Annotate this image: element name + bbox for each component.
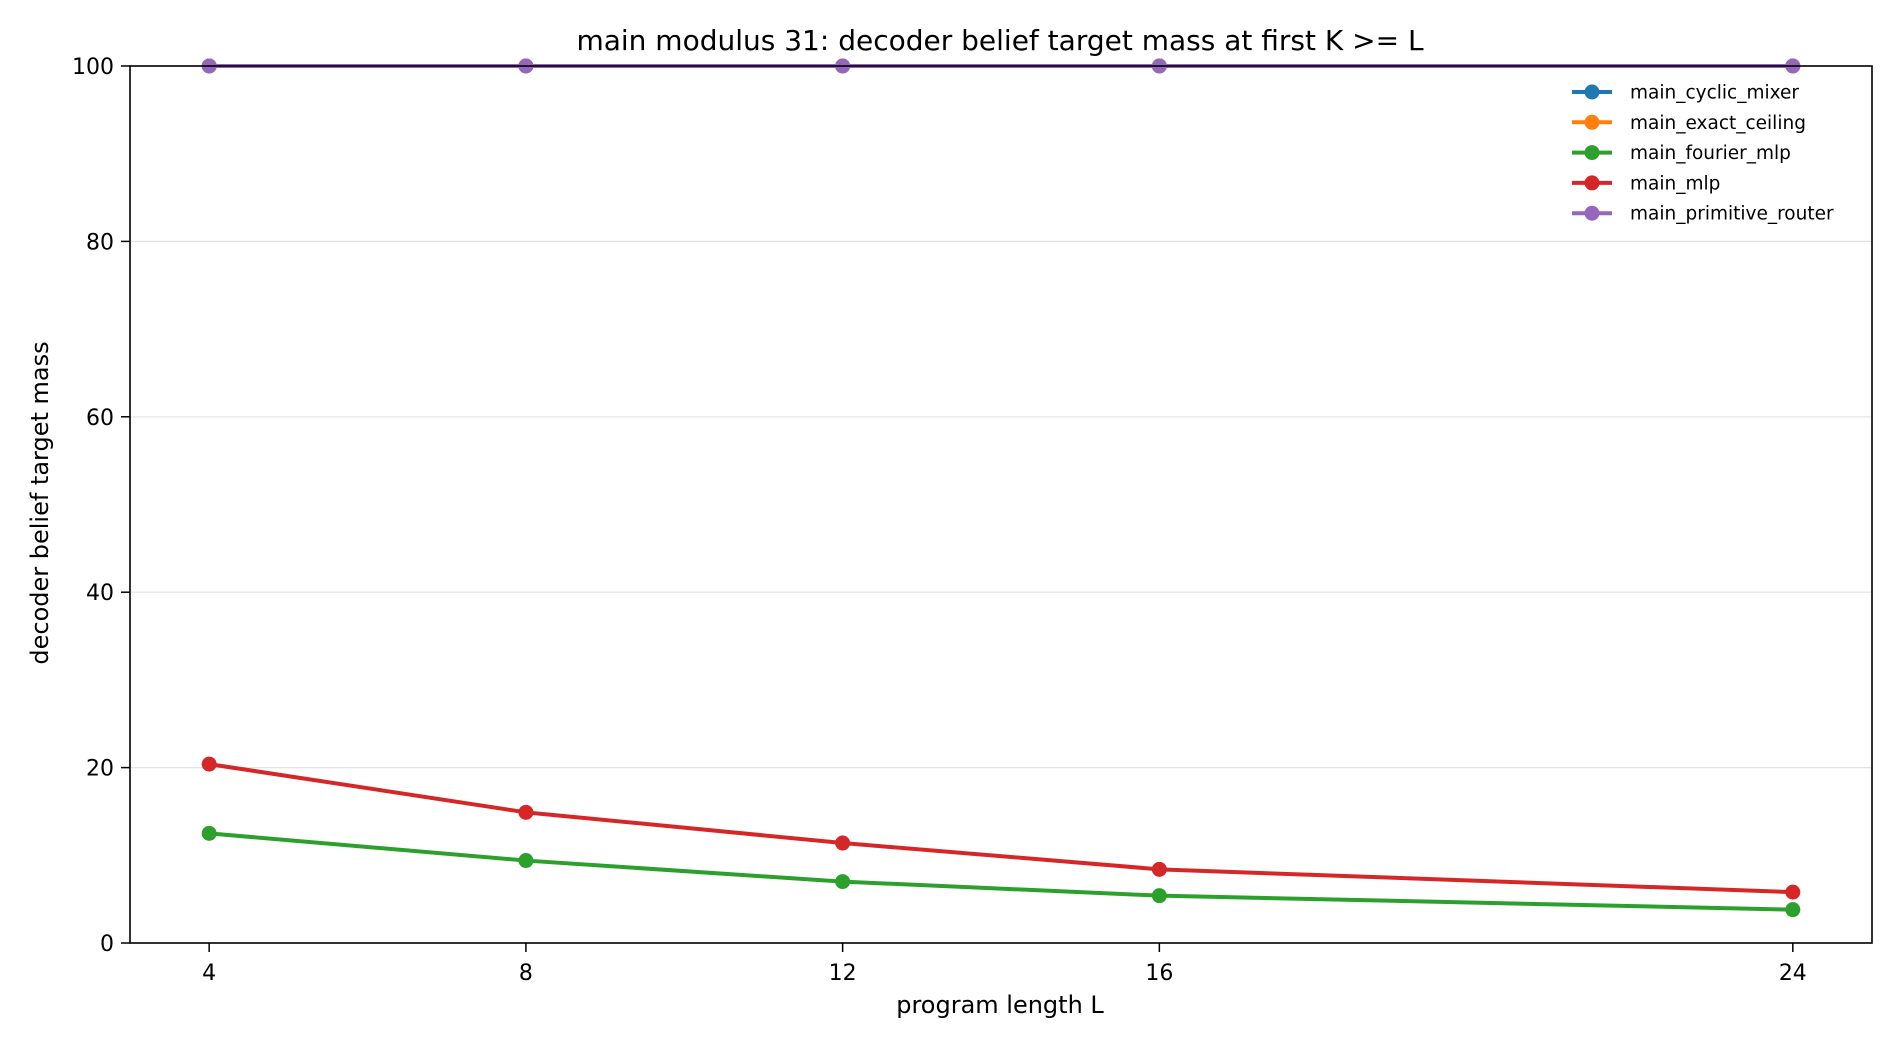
y-tick-label: 20: [86, 757, 114, 782]
plot-area-frame: [129, 65, 1873, 944]
y-tick-label: 60: [86, 406, 114, 431]
x-tick-label: 8: [519, 961, 533, 986]
data-point: [201, 825, 217, 841]
y-tick-label: 80: [86, 230, 114, 255]
legend-marker: [1584, 175, 1600, 191]
data-point: [201, 756, 217, 772]
legend-label: main_fourier_mlp: [1630, 143, 1791, 164]
legend-label: main_exact_ceiling: [1630, 113, 1806, 134]
series-main_mlp: [201, 756, 1801, 900]
data-point: [1785, 884, 1801, 900]
legend-item: main_primitive_router: [1572, 204, 1834, 225]
y-tick-label: 40: [86, 581, 114, 606]
legend-item: main_cyclic_mixer: [1572, 83, 1799, 104]
x-tick-label: 24: [1779, 961, 1807, 986]
y-axis-label: decoder belief target mass: [26, 341, 54, 664]
x-tick-label: 4: [202, 961, 216, 986]
x-tick-label: 12: [829, 961, 857, 986]
x-tick-label: 16: [1145, 961, 1173, 986]
legend-item: main_fourier_mlp: [1572, 143, 1791, 164]
legend-marker: [1584, 145, 1600, 161]
data-point: [1151, 861, 1167, 877]
series-main_fourier_mlp: [201, 825, 1801, 918]
legend-marker: [1584, 205, 1600, 221]
data-point: [835, 874, 851, 890]
data-point: [1785, 902, 1801, 918]
legend-label: main_primitive_router: [1630, 204, 1834, 225]
data-point: [1151, 888, 1167, 904]
data-point: [518, 853, 534, 869]
legend-marker: [1584, 84, 1600, 100]
data-point: [518, 804, 534, 820]
chart-title: main modulus 31: decoder belief target m…: [576, 24, 1424, 57]
legend-label: main_cyclic_mixer: [1630, 83, 1799, 104]
legend-marker: [1584, 114, 1600, 130]
data-point: [835, 835, 851, 851]
x-axis-label: program length L: [896, 991, 1104, 1019]
legend: main_cyclic_mixer main_exact_ceiling main_…: [1572, 83, 1834, 225]
legend-item: main_exact_ceiling: [1572, 113, 1806, 134]
axis-ticks: 0 20 40 60 80 100 4 8 12 16 24: [72, 55, 1807, 986]
legend-item: main_mlp: [1572, 173, 1720, 194]
y-tick-label: 0: [100, 932, 114, 957]
y-tick-label: 100: [72, 55, 114, 80]
legend-label: main_mlp: [1630, 173, 1720, 194]
